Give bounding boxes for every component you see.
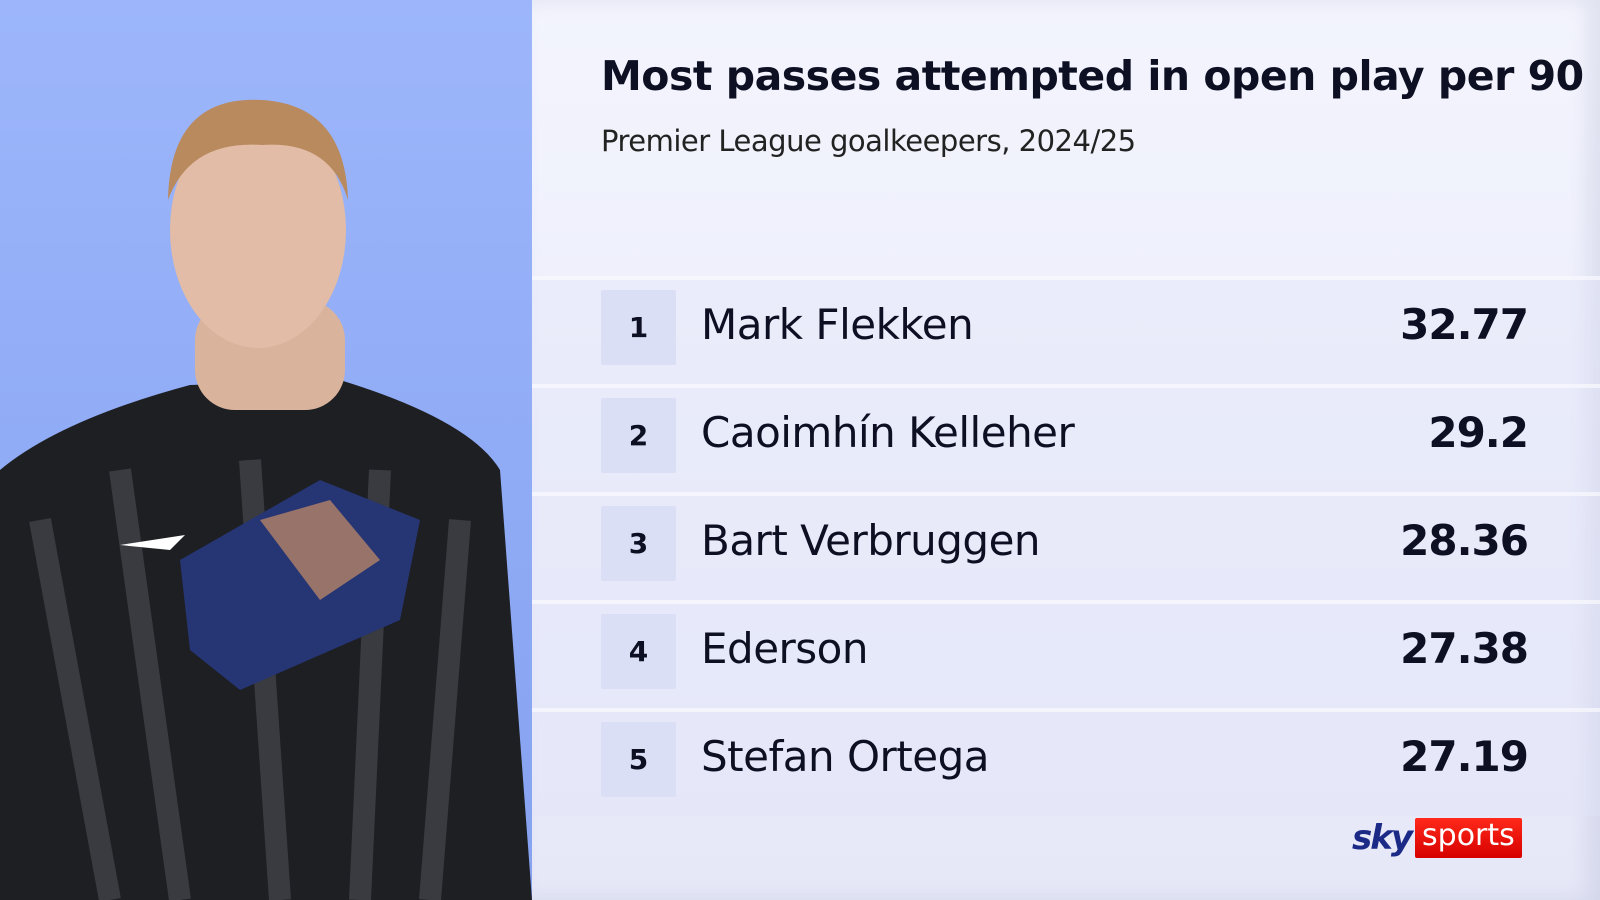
page-title: Most passes attempted in open play per 9… bbox=[601, 52, 1584, 100]
stat-value: 27.38 bbox=[1400, 624, 1529, 673]
player-name: Bart Verbruggen bbox=[701, 516, 1041, 565]
stat-value: 29.2 bbox=[1428, 408, 1529, 457]
list-item: 3 Bart Verbruggen 28.36 bbox=[532, 492, 1600, 600]
stat-value: 32.77 bbox=[1400, 300, 1529, 349]
stat-value: 27.19 bbox=[1400, 732, 1529, 781]
rank-badge: 1 bbox=[601, 290, 676, 365]
list-item: 4 Ederson 27.38 bbox=[532, 600, 1600, 708]
player-photo bbox=[0, 0, 532, 900]
sky-sports-logo: sky sports bbox=[1352, 818, 1522, 858]
rank-badge: 5 bbox=[601, 722, 676, 797]
rank-badge: 3 bbox=[601, 506, 676, 581]
logo-sky-text: sky bbox=[1352, 818, 1413, 858]
page-subtitle: Premier League goalkeepers, 2024/25 bbox=[601, 124, 1136, 158]
list-item: 2 Caoimhín Kelleher 29.2 bbox=[532, 384, 1600, 492]
player-name: Caoimhín Kelleher bbox=[701, 408, 1075, 457]
goalkeeper-image bbox=[0, 99, 532, 900]
list-item: 1 Mark Flekken 32.77 bbox=[532, 276, 1600, 384]
rank-badge: 4 bbox=[601, 614, 676, 689]
stat-value: 28.36 bbox=[1400, 516, 1529, 565]
logo-sports-text: sports bbox=[1415, 818, 1522, 858]
ranking-list: 1 Mark Flekken 32.77 2 Caoimhín Kelleher… bbox=[532, 276, 1600, 816]
rank-badge: 2 bbox=[601, 398, 676, 473]
player-name: Ederson bbox=[701, 624, 869, 673]
player-name: Stefan Ortega bbox=[701, 732, 990, 781]
player-name: Mark Flekken bbox=[701, 300, 974, 349]
list-item: 5 Stefan Ortega 27.19 bbox=[532, 708, 1600, 816]
stats-panel bbox=[532, 0, 1600, 900]
